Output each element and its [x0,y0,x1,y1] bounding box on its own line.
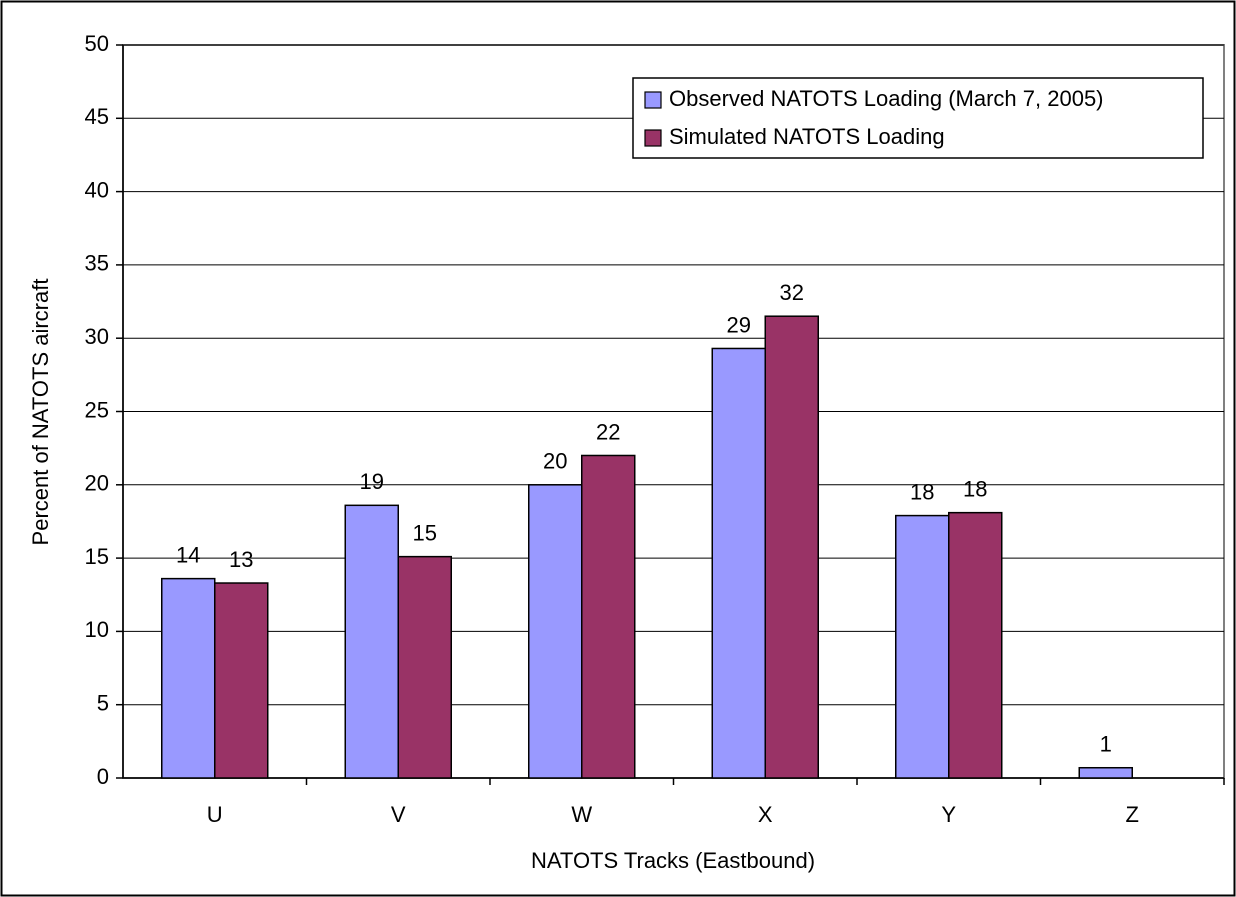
value-label: 18 [910,479,934,504]
x-tick-label: X [758,802,773,827]
bar [161,577,216,779]
y-tick-label: 30 [85,324,109,349]
legend-box [632,77,1204,159]
bar [397,555,452,779]
x-tick-label: Y [941,802,956,827]
value-label: 13 [229,547,253,572]
legend-swatch [644,129,662,147]
bar [581,454,636,779]
value-label: 32 [780,280,804,305]
value-label: 15 [413,520,437,545]
bar [711,347,766,779]
bar [1078,766,1133,779]
legend-label: Observed NATOTS Loading (March 7, 2005) [669,86,1104,111]
y-axis-title: Percent of NATOTS aircraft [28,279,53,546]
value-label: 20 [543,449,567,474]
bar [214,582,269,779]
x-tick-label: Z [1126,802,1139,827]
x-tick-label: U [207,802,223,827]
x-axis-title: NATOTS Tracks (Eastbound) [531,848,815,873]
bar [895,514,950,779]
value-label: 18 [963,476,987,501]
value-label: 29 [727,312,751,337]
y-tick-label: 5 [97,691,109,716]
bar [948,511,1003,779]
y-tick-label: 0 [97,764,109,789]
y-tick-label: 20 [85,471,109,496]
y-tick-label: 40 [85,177,109,202]
legend-swatch [644,91,662,109]
bar [344,504,399,779]
value-label: 19 [360,469,384,494]
y-tick-label: 10 [85,617,109,642]
bar [528,484,583,779]
value-label: 1 [1100,732,1112,757]
y-tick-label: 35 [85,251,109,276]
y-tick-label: 25 [85,397,109,422]
value-label: 22 [596,419,620,444]
x-tick-label: W [571,802,592,827]
y-tick-label: 50 [85,31,109,56]
x-tick-label: V [391,802,406,827]
legend-label: Simulated NATOTS Loading [669,124,945,149]
bar [764,315,819,779]
value-label: 14 [176,542,200,567]
y-tick-label: 15 [85,544,109,569]
y-tick-label: 45 [85,104,109,129]
